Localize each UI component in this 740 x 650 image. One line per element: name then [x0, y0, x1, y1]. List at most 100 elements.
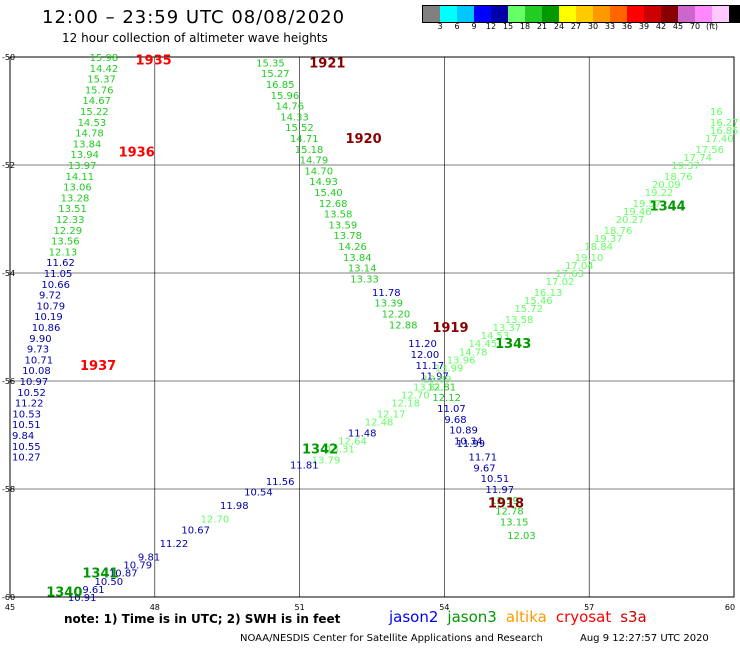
- wave-height-label: 13.59: [329, 220, 358, 231]
- longitude-tick-label: 57: [584, 603, 594, 612]
- wave-height-label: 10.67: [181, 526, 210, 537]
- wave-height-label: 12.88: [389, 320, 418, 331]
- latitude-tick-label: -50: [2, 53, 15, 62]
- wave-height-label: 15.37: [87, 75, 116, 86]
- wave-height-label: 10.54: [244, 488, 273, 499]
- wave-height-label: 19.22: [645, 188, 674, 199]
- wave-height-label: 13.31: [326, 445, 355, 456]
- wave-height-label: 16.27: [710, 118, 739, 129]
- wave-height-label: 11.48: [348, 428, 377, 439]
- wave-height-label: 15.96: [271, 91, 300, 102]
- wave-height-label: 9.67: [473, 463, 495, 474]
- wave-height-label: 12.68: [319, 199, 348, 210]
- legend-swatch: [508, 6, 525, 22]
- satellite-legend-altika: altika: [505, 608, 547, 626]
- wave-height-label: 14.70: [304, 166, 333, 177]
- wave-height-label: 13.28: [61, 193, 90, 204]
- wave-height-label: 11.71: [469, 453, 498, 464]
- legend-swatch: [542, 6, 559, 22]
- wave-height-label: 9.81: [138, 553, 160, 564]
- legend-tick-label: 15: [502, 22, 514, 31]
- wave-height-label: 18.76: [664, 172, 693, 183]
- wave-height-label: 13.39: [374, 299, 403, 310]
- legend-tick-label: 6: [454, 22, 460, 31]
- longitude-tick-label: 45: [5, 603, 15, 612]
- wave-height-label: 17.56: [695, 145, 724, 156]
- wave-height-label: 13.84: [73, 139, 102, 150]
- wave-height-label: 12.13: [49, 247, 78, 258]
- legend-swatch: [610, 6, 627, 22]
- pass-number-label: 1344: [650, 200, 686, 215]
- wave-height-label: 13.14: [348, 264, 377, 275]
- wave-height-label: 12.17: [377, 409, 406, 420]
- legend-swatch: [644, 6, 661, 22]
- legend-swatch: [423, 6, 440, 22]
- wave-height-label: 15.72: [514, 304, 543, 315]
- wave-height-label: 16.85: [710, 126, 739, 137]
- wave-height-label: 17.74: [683, 153, 712, 164]
- pass-number-label: 1937: [80, 359, 116, 374]
- wave-height-label: 10.51: [12, 420, 41, 431]
- legend-tick-label: 21: [536, 22, 548, 31]
- wave-height-label: 10.34: [454, 436, 483, 447]
- legend-tick-labels: 3 6 9 12 15 18 21 24 27 30 33 36 39 42 45 70 (ft): [422, 22, 732, 34]
- longitude-tick-label: 51: [295, 603, 305, 612]
- wave-height-label: 12.70: [401, 391, 430, 402]
- wave-height-label: 13.94: [70, 150, 99, 161]
- wave-height-label: 9.68: [444, 415, 466, 426]
- latitude-tick-label: -58: [2, 485, 15, 494]
- wave-height-label: 11.62: [46, 258, 75, 269]
- wave-height-label: 11.81: [290, 461, 319, 472]
- satellite-legend-jason2: jason2: [389, 608, 439, 626]
- legend-swatch: [457, 6, 474, 22]
- wave-height-label: 14.53: [78, 118, 107, 129]
- legend-tick-label: 36: [621, 22, 633, 31]
- axis-tick-labels: 45 48 51 54 57 60 -50 -52 -54 -56 -58 -60: [2, 53, 735, 612]
- legend-tick-label: 33: [604, 22, 616, 31]
- wave-height-label: 18.76: [604, 226, 633, 237]
- wave-height-label: 20.27: [616, 215, 645, 226]
- wave-height-label: 11.99: [456, 439, 485, 450]
- wave-height-label: 12.20: [382, 310, 411, 321]
- latitude-tick-label: -60: [2, 593, 15, 602]
- wave-height-label: 11.97: [420, 372, 449, 383]
- wave-height-label: 12.59: [490, 496, 519, 507]
- wave-height-label: 14.26: [338, 242, 367, 253]
- wave-height-label: 15.27: [261, 69, 290, 80]
- longitude-tick-label: 60: [725, 603, 735, 612]
- legend-tick-label: 3: [437, 22, 443, 31]
- wave-height-label: 12.33: [56, 215, 85, 226]
- wave-height-label: 19.10: [575, 253, 604, 264]
- pass-number-label: 1342: [302, 443, 338, 458]
- legend-tick-label: 18: [519, 22, 531, 31]
- legend-swatch: [678, 6, 695, 22]
- wave-height-label: 14.45: [469, 339, 498, 350]
- wave-height-label: 11.05: [44, 269, 73, 280]
- wave-height-label: 17.63: [555, 269, 584, 280]
- wave-height-label: 19.46: [623, 207, 652, 218]
- wave-height-label: 13.51: [58, 204, 87, 215]
- wave-height-label: 16: [710, 107, 723, 118]
- wave-height-label: 10.97: [20, 377, 49, 388]
- legend-swatch: [474, 6, 491, 22]
- wave-height-label: 14.11: [66, 172, 95, 183]
- color-legend: [422, 5, 740, 23]
- wave-height-label: 14.33: [280, 112, 309, 123]
- legend-swatch: [627, 6, 644, 22]
- wave-height-label: 15.98: [90, 53, 119, 64]
- wave-height-label: 13.56: [51, 237, 80, 248]
- legend-tick-label: 12: [485, 22, 497, 31]
- pass-number-label: 1919: [432, 321, 468, 336]
- wave-height-label: 13.84: [343, 253, 372, 264]
- wave-height-label: 10.79: [37, 301, 66, 312]
- pass-number-label: 1343: [495, 337, 531, 352]
- wave-height-label: 15.76: [85, 85, 114, 96]
- wave-height-label: 11.17: [415, 361, 444, 372]
- pass-number-label: 1920: [345, 132, 381, 147]
- wave-height-label: 13.15: [500, 517, 529, 528]
- wave-height-label: 10.52: [17, 388, 46, 399]
- wave-height-label: 10.89: [449, 426, 478, 437]
- latitude-tick-label: -54: [2, 269, 15, 278]
- wave-height-label: 10.86: [32, 323, 61, 334]
- wave-height-labels: 15.9814.4215.3715.7614.6715.2214.5314.78…: [12, 53, 739, 604]
